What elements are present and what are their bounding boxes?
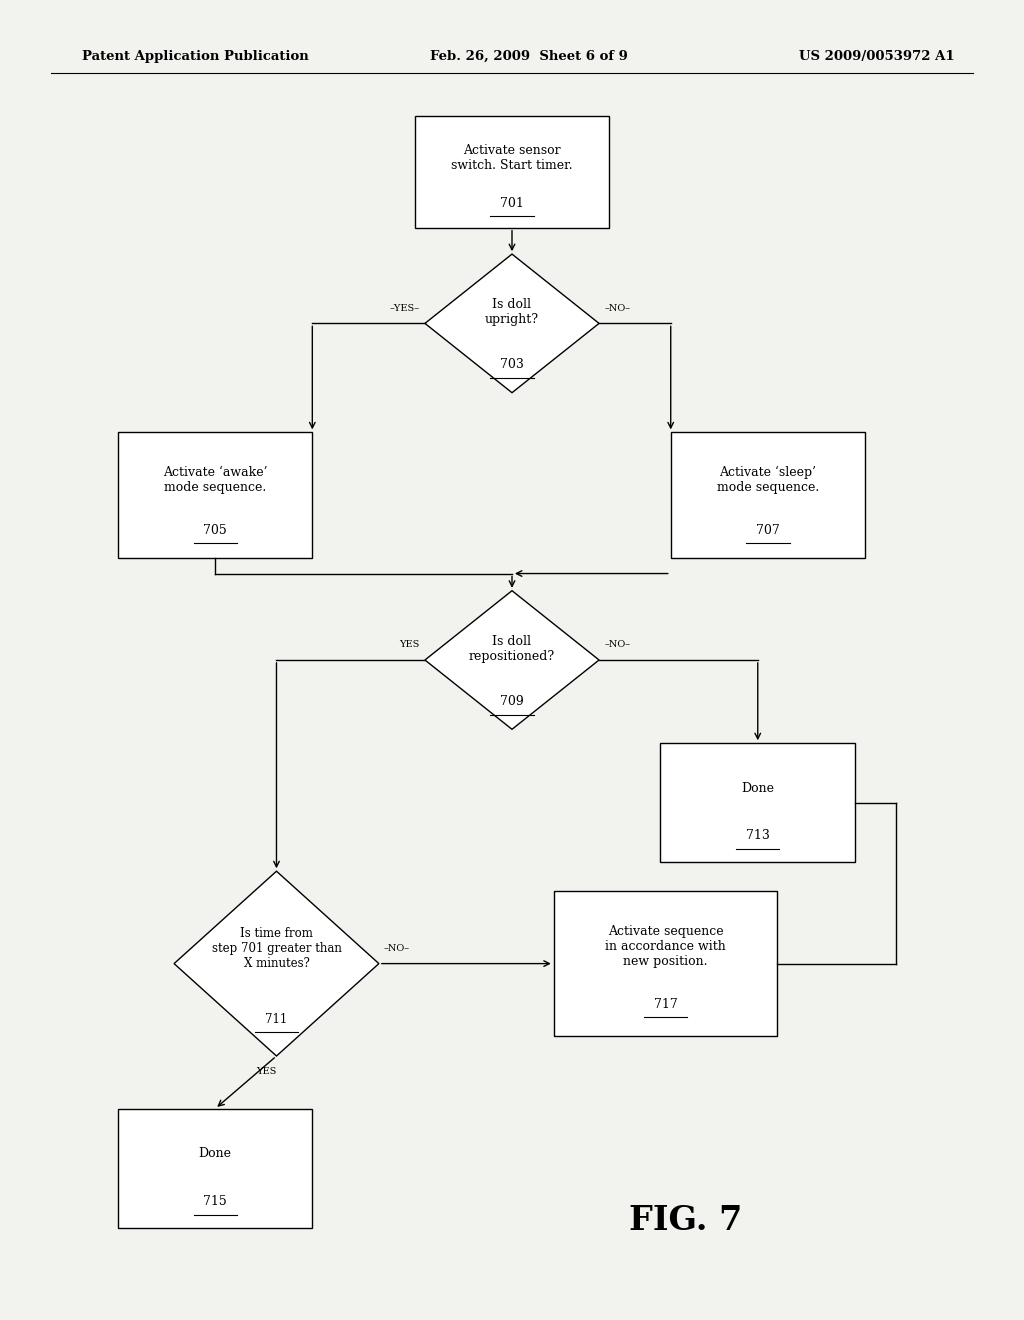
Text: YES: YES <box>256 1067 276 1076</box>
Text: 703: 703 <box>500 359 524 371</box>
Text: Patent Application Publication: Patent Application Publication <box>82 50 308 63</box>
FancyBboxPatch shape <box>554 891 777 1036</box>
Text: Activate ‘sleep’
mode sequence.: Activate ‘sleep’ mode sequence. <box>717 466 819 494</box>
Text: –NO–: –NO– <box>604 304 631 313</box>
FancyBboxPatch shape <box>118 1109 312 1228</box>
Text: 715: 715 <box>203 1195 227 1208</box>
Text: Done: Done <box>199 1147 231 1160</box>
Text: Is time from
step 701 greater than
X minutes?: Is time from step 701 greater than X min… <box>212 928 341 970</box>
Text: 711: 711 <box>265 1012 288 1026</box>
Polygon shape <box>425 591 599 729</box>
Text: Activate sensor
switch. Start timer.: Activate sensor switch. Start timer. <box>452 144 572 172</box>
Text: Feb. 26, 2009  Sheet 6 of 9: Feb. 26, 2009 Sheet 6 of 9 <box>430 50 628 63</box>
Polygon shape <box>174 871 379 1056</box>
Text: YES: YES <box>399 640 420 649</box>
Text: FIG. 7: FIG. 7 <box>630 1204 742 1238</box>
Text: 701: 701 <box>500 197 524 210</box>
Text: 713: 713 <box>745 829 770 842</box>
Text: –NO–: –NO– <box>604 640 631 649</box>
Text: Is doll
upright?: Is doll upright? <box>485 298 539 326</box>
Text: Done: Done <box>741 781 774 795</box>
Text: 717: 717 <box>653 998 678 1011</box>
Text: Is doll
repositioned?: Is doll repositioned? <box>469 635 555 663</box>
FancyBboxPatch shape <box>415 116 609 227</box>
Text: 707: 707 <box>756 524 780 537</box>
Text: 705: 705 <box>203 524 227 537</box>
Text: US 2009/0053972 A1: US 2009/0053972 A1 <box>799 50 954 63</box>
FancyBboxPatch shape <box>118 433 312 557</box>
Polygon shape <box>425 253 599 393</box>
Text: –YES–: –YES– <box>390 304 420 313</box>
FancyBboxPatch shape <box>660 743 855 862</box>
Text: Activate ‘awake’
mode sequence.: Activate ‘awake’ mode sequence. <box>163 466 267 494</box>
Text: 709: 709 <box>500 696 524 708</box>
Text: Activate sequence
in accordance with
new position.: Activate sequence in accordance with new… <box>605 925 726 968</box>
Text: –NO–: –NO– <box>384 944 411 953</box>
FancyBboxPatch shape <box>671 433 865 557</box>
